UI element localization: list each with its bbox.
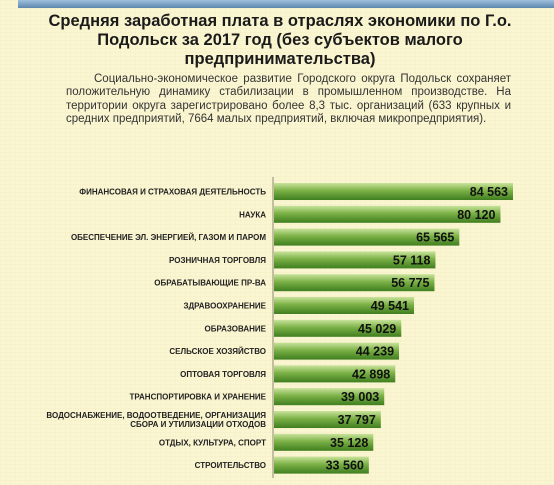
bar-value-label: 37 797 <box>338 413 376 427</box>
bar-value-label: 57 118 <box>393 253 431 267</box>
category-label: ОБЕСПЕЧЕНИЕ ЭЛ. ЭНЕРГИЕЙ, ГАЗОМ И ПАРОМ <box>71 233 266 242</box>
bar-8 <box>274 342 400 360</box>
bar-12 <box>274 433 374 451</box>
bar-5 <box>274 274 435 292</box>
category-label: ОБРАБАТЫВАЮЩИЕ ПР-ВА <box>154 279 266 288</box>
page-title: Средняя заработная плата в отраслях экон… <box>48 12 512 68</box>
category-label: СЕЛЬСКОЕ ХОЗЯЙСТВО <box>169 347 266 356</box>
bar-value-label: 49 541 <box>371 299 409 313</box>
bar-10 <box>274 388 385 406</box>
bar-value-label: 80 120 <box>457 208 495 222</box>
bar-value-label: 35 128 <box>330 436 368 450</box>
bar-value-label: 42 898 <box>352 367 390 381</box>
bar-value-label: 44 239 <box>356 345 394 359</box>
salary-bar-chart: 84 563 ФИНАНСОВАЯ И СТРАХОВАЯ ДЕЯТЕЛЬНОСТ… <box>46 177 513 478</box>
intro-paragraph: Социально-экономическое развитие Городск… <box>66 73 511 127</box>
bar-value-label: 33 560 <box>326 459 364 473</box>
bar-2 <box>274 205 501 223</box>
bar-9 <box>274 365 396 383</box>
bar-1 <box>274 183 513 200</box>
bar-11 <box>274 411 381 428</box>
category-label: ВОДОСНАБЖЕНИЕ, ВОДООТВЕДЕНИЕ, ОРГАНИЗАЦИ… <box>46 411 266 429</box>
bar-value-label: 65 565 <box>416 231 454 245</box>
category-label: ОТДЫХ, КУЛЬТУРА, СПОРТ <box>159 438 266 447</box>
category-label: ОПТОВАЯ ТОРГОВЛЯ <box>180 370 266 379</box>
bar-value-label: 39 003 <box>341 390 379 404</box>
bar-value-label: 84 563 <box>470 185 508 199</box>
category-label: ЗДРАВООХРАНЕНИЕ <box>183 302 266 311</box>
bar-13 <box>274 456 369 474</box>
header-accent-bar <box>18 0 554 8</box>
bar-7 <box>274 319 402 337</box>
bar-4 <box>274 251 436 269</box>
category-label: НАУКА <box>239 210 266 219</box>
intro-paragraph-text: Социально-экономическое развитие Городск… <box>66 73 511 126</box>
category-label: РОЗНИЧНАЯ ТОРГОВЛЯ <box>169 256 266 265</box>
category-label: СТРОИТЕЛЬСТВО <box>195 461 266 470</box>
bar-value-label: 56 775 <box>391 276 429 290</box>
bar-3 <box>274 228 460 246</box>
category-label: ТРАНСПОРТИРОВКА И ХРАНЕНИЕ <box>130 393 267 402</box>
category-label: ОБРАЗОВАНИЕ <box>204 324 266 333</box>
bar-value-label: 45 029 <box>358 322 396 336</box>
category-label: ФИНАНСОВАЯ И СТРАХОВАЯ ДЕЯТЕЛЬНОСТЬ <box>79 188 266 197</box>
bar-6 <box>274 297 415 314</box>
